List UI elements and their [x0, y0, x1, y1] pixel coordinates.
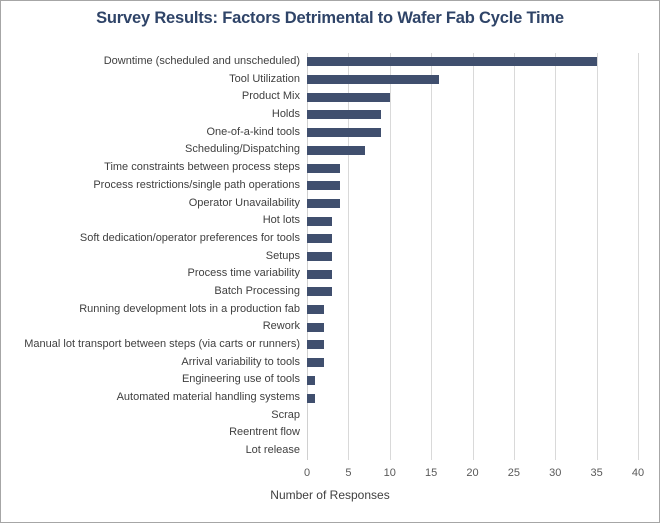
x-tick-label: 5	[345, 467, 352, 479]
category-label: Process time variability	[187, 267, 300, 280]
bar	[307, 287, 332, 297]
category-label: Reentrent flow	[229, 426, 300, 439]
x-tick-label: 20	[466, 467, 479, 479]
category-label: Operator Unavailability	[188, 196, 300, 209]
bar	[307, 128, 382, 138]
bar	[307, 145, 365, 155]
bar	[307, 57, 597, 67]
x-tick-label: 35	[590, 467, 603, 479]
bar	[307, 216, 332, 226]
bar	[307, 322, 324, 332]
x-tick-label: 40	[631, 467, 645, 479]
x-tick-label: 25	[507, 467, 520, 479]
gridline	[431, 53, 433, 460]
category-label: Manual lot transport between steps (via …	[24, 338, 300, 350]
bar	[307, 75, 440, 85]
bar	[307, 305, 324, 315]
x-tick-label: 10	[383, 467, 396, 479]
category-label: Lot release	[245, 444, 300, 457]
gridline	[348, 53, 350, 460]
bar	[307, 252, 332, 261]
bar	[307, 269, 332, 279]
category-label: Rework	[262, 320, 300, 333]
category-label: Arrival variability to tools	[181, 355, 300, 368]
category-label: Scrap	[271, 408, 300, 421]
category-label: One-of-a-kind tools	[206, 125, 300, 138]
category-label: Process restrictions/single path operati…	[93, 178, 300, 191]
gridline	[389, 53, 391, 460]
gridline	[472, 53, 474, 460]
gridline	[513, 53, 515, 460]
x-axis: 0 5 10 15 20 25 30 35 40	[303, 467, 644, 481]
category-label: Batch Processing	[214, 284, 300, 297]
gridline	[555, 53, 557, 460]
bar	[307, 375, 316, 385]
category-label: Scheduling/Dispatching	[185, 143, 300, 156]
x-tick-label: 30	[549, 467, 562, 479]
category-label: Automated material handling systems	[116, 391, 300, 404]
category-label: Downtime (scheduled and unscheduled)	[103, 55, 300, 67]
bar	[307, 92, 390, 102]
gridline	[638, 53, 639, 460]
bar	[307, 163, 341, 173]
category-label: Soft dedication/operator preferences for…	[79, 231, 300, 244]
category-label: Engineering use of tools	[181, 373, 300, 386]
category-label: Running development lots in a production…	[79, 302, 300, 315]
plot-area	[307, 53, 639, 460]
x-tick-label: 0	[303, 467, 311, 479]
bar	[307, 181, 341, 191]
category-label: Tool Utilization	[229, 72, 300, 85]
bar	[307, 340, 324, 350]
gridline	[596, 53, 598, 460]
bar	[307, 393, 316, 403]
bar	[307, 110, 382, 120]
category-label: Time constraints between process steps	[104, 161, 300, 174]
bar	[307, 234, 332, 244]
category-label: Hot lots	[262, 214, 300, 227]
bar	[307, 198, 341, 208]
category-label: Holds	[271, 108, 300, 121]
chart-title: Survey Results: Factors Detrimental to W…	[96, 9, 564, 27]
category-label: Setups	[265, 249, 300, 262]
x-tick-label: 15	[425, 467, 438, 479]
category-label: Product Mix	[241, 90, 300, 103]
category-axis: Downtime (scheduled and unscheduled) Tool…	[1, 53, 300, 460]
bar	[307, 358, 324, 368]
x-axis-title: Number of Responses	[270, 488, 390, 502]
